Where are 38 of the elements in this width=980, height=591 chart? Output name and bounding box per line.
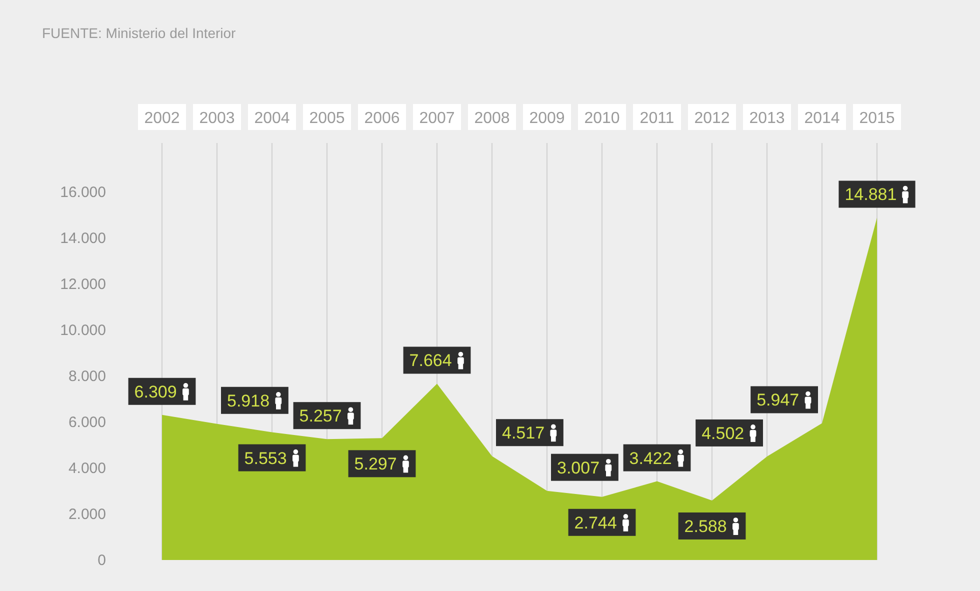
data-label: 5.553 (244, 448, 287, 468)
x-tick-label: 2014 (804, 110, 840, 127)
data-label: 4.502 (702, 424, 744, 443)
x-tick-label: 2010 (584, 110, 620, 127)
data-label: 2.744 (574, 513, 617, 532)
data-label: 5.947 (756, 390, 800, 410)
x-tick-label: 2013 (749, 110, 785, 127)
y-tick-label: 4.000 (68, 460, 106, 477)
x-tick-label: 2008 (474, 110, 510, 127)
y-tick-label: 6.000 (68, 414, 106, 431)
data-label: 5.297 (354, 454, 397, 474)
data-label: 3.007 (557, 458, 600, 478)
x-tick-label: 2003 (199, 110, 235, 127)
data-label: 14.881 (844, 185, 897, 204)
x-tick-label: 2012 (694, 110, 730, 127)
y-tick-label: 12.000 (60, 276, 106, 293)
x-tick-label: 2015 (859, 110, 895, 127)
x-tick-label: 2009 (529, 110, 565, 127)
x-tick-label: 2002 (144, 110, 180, 127)
x-tick-label: 2005 (309, 110, 345, 127)
x-tick-label: 2004 (254, 110, 290, 127)
y-tick-label: 0 (98, 552, 106, 569)
y-tick-label: 2.000 (68, 506, 106, 523)
y-tick-label: 14.000 (60, 230, 106, 247)
data-label: 2.588 (684, 516, 727, 536)
data-label: 4.517 (502, 424, 545, 443)
y-tick-label: 8.000 (68, 368, 106, 385)
data-label: 6.309 (134, 382, 177, 402)
y-tick-label: 16.000 (60, 184, 106, 201)
data-label: 5.918 (227, 391, 270, 410)
data-label: 5.257 (299, 406, 342, 426)
x-tick-label: 2011 (640, 110, 674, 127)
data-label: 7.664 (409, 351, 452, 370)
data-label: 3.422 (629, 448, 672, 468)
x-tick-label: 2007 (419, 110, 455, 127)
x-tick-label: 2006 (364, 110, 400, 127)
source-note: FUENTE: Ministerio del Interior (42, 25, 236, 41)
y-tick-label: 10.000 (60, 322, 106, 339)
